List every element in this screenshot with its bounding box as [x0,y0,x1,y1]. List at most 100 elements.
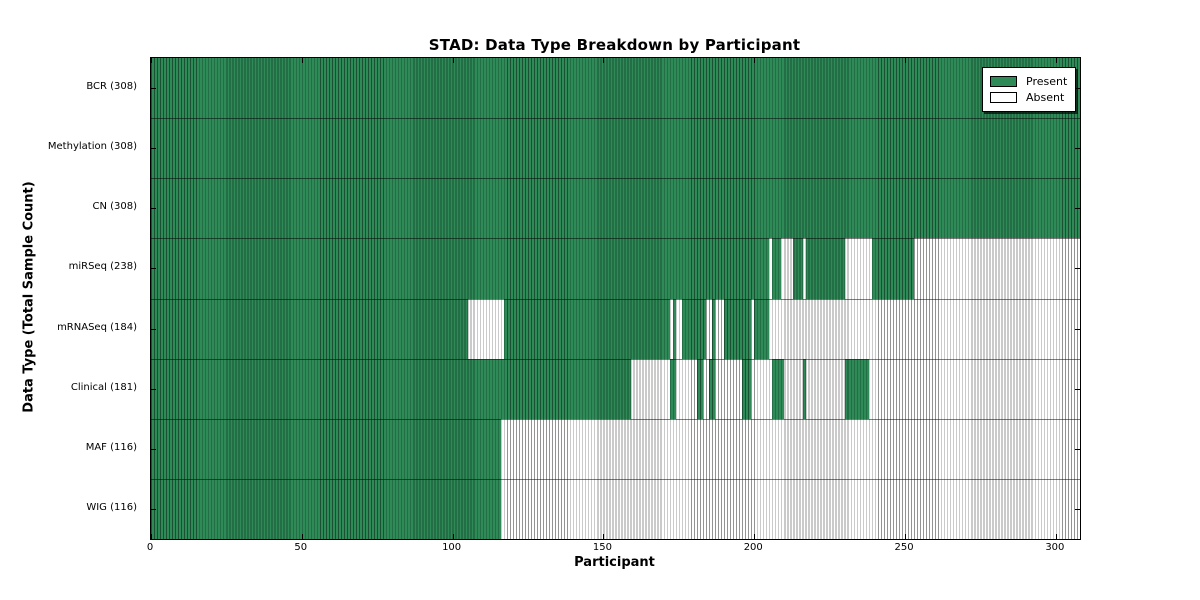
y-tick [1075,268,1080,270]
present-segment [681,298,706,359]
x-tick [603,58,605,63]
present-segment [742,358,752,419]
row-boundary [151,118,1080,120]
absent-segment [715,358,743,419]
present-swatch [990,76,1017,87]
x-tick [452,58,454,63]
y-tick [1075,148,1080,150]
absent-segment [467,298,504,359]
x-tick [301,534,303,539]
y-tick [151,148,156,150]
present-segment [696,358,703,419]
present-segment [151,358,631,419]
data-row-mrnaseq [151,298,1080,359]
x-tick [151,534,152,539]
absent-segment [751,298,755,359]
x-tick [452,534,454,539]
data-row-mirseq [151,238,1080,299]
absent-segment [500,418,1080,479]
y-tick-labels: BCR (308) Methylation (308) CN (308) miRSeq… [0,57,143,538]
x-tick-label: 300 [1045,542,1065,553]
x-tick [1055,58,1057,63]
absent-segment [630,358,670,419]
data-row-cn [151,178,1080,239]
row-boundary [151,298,1080,300]
legend: Present Absent [982,67,1077,112]
absent-segment [500,478,1080,539]
y-tick [1075,448,1080,450]
absent-swatch [990,92,1017,103]
row-boundary [151,178,1080,180]
legend-entry-absent: Absent [990,90,1067,105]
plot-area [150,57,1081,540]
present-segment [151,118,1080,179]
y-tick [151,88,156,90]
present-segment [793,238,803,299]
absent-segment [769,238,773,299]
y-tick [151,208,156,210]
y-tick-label: miRSeq (238) [68,261,137,273]
present-segment [151,178,1080,239]
absent-segment [781,238,794,299]
y-tick [1075,388,1080,390]
y-tick [151,388,156,390]
y-tick-label: CN (308) [92,201,137,213]
x-tick [905,534,907,539]
present-segment [503,298,670,359]
y-tick [151,448,156,450]
present-segment [754,298,770,359]
x-tick-label: 200 [743,542,763,553]
y-tick-label: MAF (116) [85,441,137,453]
x-tick [301,58,303,63]
y-tick-label: mRNASeq (184) [57,321,137,333]
legend-entry-present: Present [990,74,1067,89]
present-segment [151,418,501,479]
x-tick [905,58,907,63]
absent-segment [868,358,1080,419]
x-tick-label: 150 [592,542,612,553]
row-boundary [151,418,1080,420]
y-tick-label: BCR (308) [86,81,137,93]
x-tick-label: 50 [294,542,308,553]
y-tick [151,328,156,330]
y-axis-label: Data Type (Total Sample Count) [21,181,37,413]
absent-segment [805,358,845,419]
x-tick [754,534,756,539]
present-segment [712,298,716,359]
present-segment [151,478,501,539]
x-tick-labels: 0 50 100 150 200 250 300 [146,542,1079,556]
y-tick-label: Clinical (181) [70,381,137,393]
y-tick-label: WIG (116) [86,501,137,513]
absent-segment [705,298,713,359]
x-axis-label: Participant [574,555,655,570]
present-segment [672,298,676,359]
absent-segment [784,358,803,419]
y-tick [1075,88,1080,90]
absent-segment [675,298,682,359]
y-tick [1075,508,1080,510]
x-tick [1055,534,1057,539]
y-tick-label: Methylation (308) [47,141,137,153]
x-tick [603,534,605,539]
x-tick [151,58,152,63]
row-boundary [151,478,1080,480]
legend-label-present: Present [1026,75,1068,88]
present-segment [772,358,785,419]
x-tick-label: 0 [146,542,154,553]
row-boundary [151,358,1080,360]
absent-segment [751,358,773,419]
y-tick [1075,208,1080,210]
row-boundary [151,238,1080,240]
present-segment [669,358,676,419]
y-tick [1075,328,1080,330]
present-segment [724,298,752,359]
chart-title: STAD: Data Type Breakdown by Participant [428,36,801,54]
x-tick-label: 100 [442,542,462,553]
x-tick [754,58,756,63]
present-segment [805,238,845,299]
present-segment [151,298,468,359]
present-segment [709,358,716,419]
data-row-wig [151,478,1080,539]
absent-segment [715,298,725,359]
